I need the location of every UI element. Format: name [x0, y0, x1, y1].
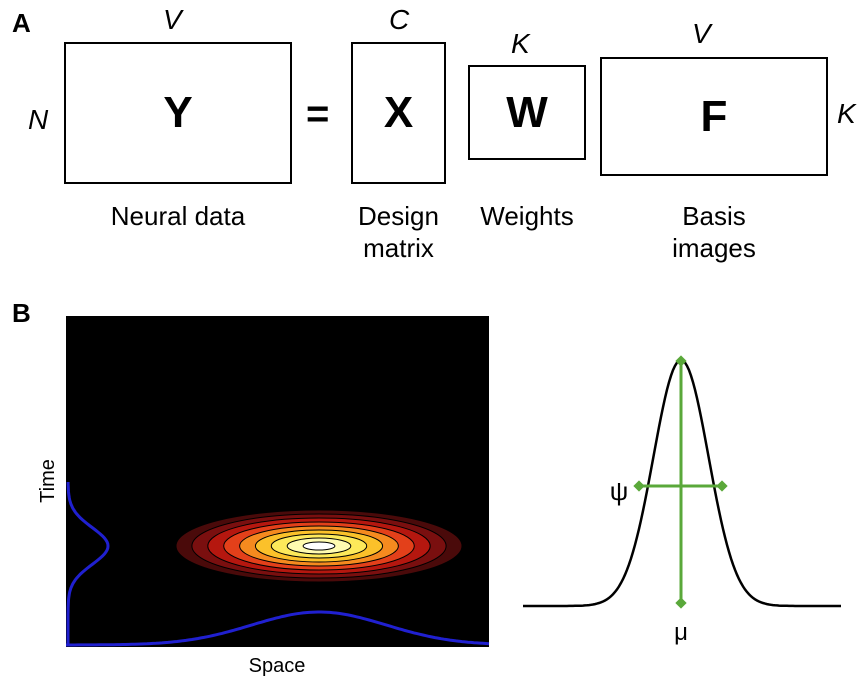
- f-top-dimension: V: [692, 18, 711, 49]
- center-symbol: μ: [674, 619, 688, 646]
- f-caption: Basis images: [600, 200, 828, 264]
- x-caption: Design matrix: [336, 200, 461, 264]
- x-matrix-box: X: [351, 42, 446, 184]
- y-matrix-box: Y: [64, 42, 292, 184]
- f-caption-line-2: images: [672, 233, 756, 263]
- time-marginal-curve: [66, 482, 110, 646]
- f-matrix-box: F: [600, 57, 828, 176]
- w-caption-line: Weights: [480, 201, 574, 231]
- space-marginal-curve: [66, 610, 490, 647]
- f-matrix-letter: F: [700, 91, 728, 141]
- heatmap-background: [66, 316, 489, 647]
- w-matrix-letter: W: [506, 87, 548, 137]
- w-caption: Weights: [458, 200, 596, 232]
- width-symbol: ψ: [610, 476, 629, 506]
- panel-b-label: B: [12, 298, 31, 328]
- heatmap-ylabel: Time: [37, 459, 59, 503]
- y-side-dimension: N: [28, 104, 49, 135]
- y-caption: Neural data: [64, 200, 292, 232]
- center-marker-top-end: [675, 355, 687, 367]
- w-matrix-box: W: [468, 65, 586, 160]
- w-top-dimension: K: [511, 28, 530, 59]
- y-caption-line: Neural data: [110, 201, 246, 231]
- heatmap-xlabel: Space: [249, 655, 306, 677]
- center-marker-bottom-end: [675, 597, 687, 609]
- y-top-dimension: V: [163, 4, 182, 35]
- f-side-dimension: K: [837, 98, 856, 129]
- x-caption-line-2: matrix: [363, 233, 434, 263]
- f-caption-line-1: Basis: [682, 201, 746, 231]
- width-marker-right-end: [716, 480, 728, 492]
- x-top-dimension: C: [389, 4, 410, 35]
- y-matrix-letter: Y: [163, 88, 193, 137]
- x-matrix-letter: X: [383, 88, 414, 137]
- equals-sign: =: [306, 92, 330, 136]
- contour-level-9: [302, 541, 336, 551]
- panel-a-label: A: [12, 8, 31, 38]
- width-marker-left-end: [633, 480, 645, 492]
- x-caption-line-1: Design: [358, 201, 439, 231]
- heatmap-contours: [175, 509, 463, 583]
